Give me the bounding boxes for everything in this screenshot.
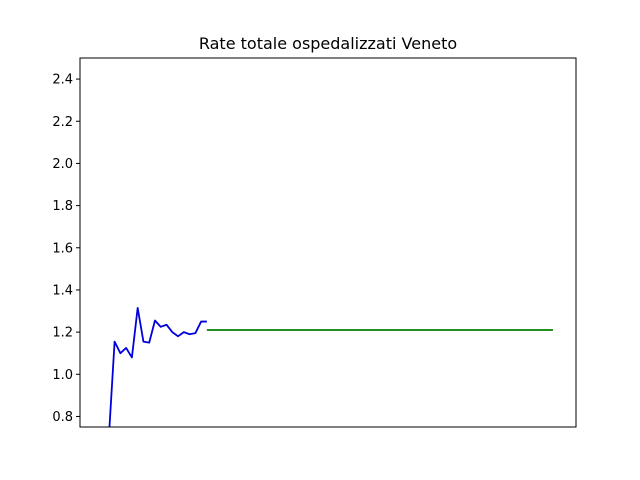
y-tick-label: 1.0 [52,368,73,383]
chart-title: Rate totale ospedalizzati Veneto [199,34,457,53]
series-line-1 [108,306,207,427]
y-tick-label: 0.8 [52,410,73,425]
y-tick-label: 2.4 [52,73,73,88]
plot-area [108,306,553,427]
plot-frame [79,57,577,428]
y-tick-label: 2.2 [52,115,73,130]
y-tick-label: 1.4 [52,283,73,298]
y-tick-label: 1.8 [52,199,73,214]
y-tick-label: 1.2 [52,326,73,341]
y-tick-label: 2.0 [52,157,73,172]
y-tick-label: 1.6 [52,241,73,256]
y-axis: 0.8 1.0 1.2 1.4 1.6 1.8 2.0 2.2 2.4 [52,73,80,425]
